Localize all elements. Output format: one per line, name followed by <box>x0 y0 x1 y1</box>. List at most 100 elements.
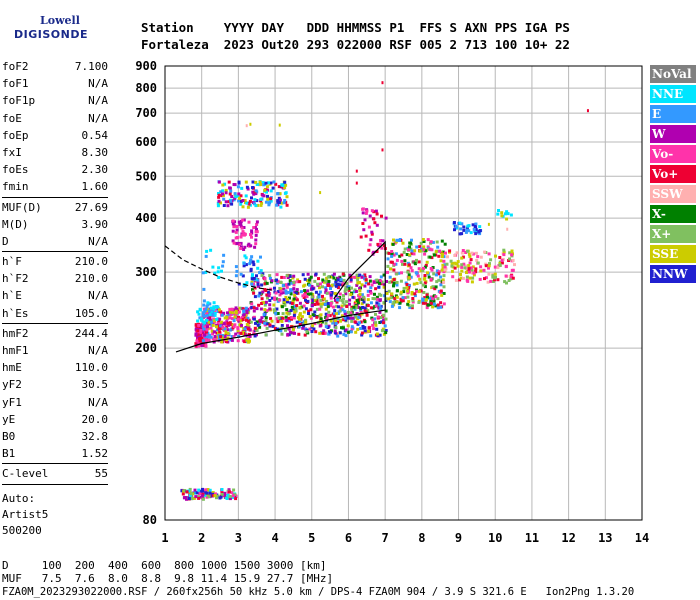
x-tick-label: 10 <box>488 531 502 545</box>
echo-point <box>324 279 328 283</box>
echo-point <box>263 188 267 192</box>
echo-point <box>193 496 197 500</box>
echo-point <box>352 275 356 279</box>
param-label: foEp <box>2 128 29 142</box>
echo-point <box>390 280 394 284</box>
echo-point <box>424 301 427 305</box>
echo-point <box>306 299 310 303</box>
param-row-foep: foEp 0.54 <box>2 127 108 144</box>
echo-point <box>350 307 354 311</box>
param-row-mufd: MUF(D) 27.69 <box>2 199 108 216</box>
echo-point <box>475 258 479 262</box>
echo-point <box>250 282 254 286</box>
echo-point <box>334 322 338 325</box>
echo-point <box>244 333 248 337</box>
echo-point <box>272 303 276 307</box>
echo-point <box>379 275 383 279</box>
echo-point <box>343 312 347 316</box>
echo-point <box>343 316 347 320</box>
echo-point <box>280 324 284 327</box>
echo-point <box>236 310 240 314</box>
echo-point <box>203 333 207 337</box>
echo-point <box>292 283 296 287</box>
echo-point <box>217 195 221 199</box>
echo-point <box>248 328 252 332</box>
echo-point <box>227 323 231 327</box>
echo-point <box>223 327 227 331</box>
echo-point <box>200 343 204 347</box>
echo-point <box>201 339 205 343</box>
echo-point <box>232 183 236 186</box>
echo-point <box>229 323 233 326</box>
param-value: 2.30 <box>81 163 109 177</box>
echo-point <box>298 312 302 316</box>
echo-point <box>437 278 441 282</box>
echo-point <box>386 270 389 274</box>
echo-point <box>375 332 379 336</box>
param-value: N/A <box>88 395 108 409</box>
echo-point <box>422 291 426 294</box>
echo-point <box>414 271 418 275</box>
echo-point <box>324 288 328 292</box>
echo-point <box>345 281 349 285</box>
echo-point <box>297 325 301 329</box>
param-label: h`E <box>2 289 22 303</box>
echo-point <box>348 316 352 320</box>
param-label: h`Es <box>2 306 29 320</box>
echo-point <box>196 333 200 337</box>
echo-point <box>234 306 238 310</box>
echo-point <box>425 293 429 297</box>
echo-point <box>379 239 383 242</box>
echo-point <box>460 251 464 255</box>
echo-point <box>392 281 396 285</box>
echo-point <box>298 319 302 323</box>
echo-point <box>257 294 261 298</box>
echo-point <box>332 314 336 318</box>
echo-point <box>467 229 471 233</box>
param-row-b0: B0 32.8 <box>2 428 108 445</box>
echo-point <box>429 277 433 281</box>
echo-point <box>313 303 317 306</box>
echo-point <box>378 333 382 337</box>
echo-point <box>304 307 308 311</box>
echo-point <box>292 297 296 301</box>
echo-point <box>358 287 362 291</box>
echo-point <box>283 303 287 307</box>
echo-point <box>326 275 330 279</box>
echo-point <box>246 327 250 331</box>
echo-point <box>311 287 315 291</box>
echo-point <box>418 245 422 249</box>
echo-point <box>385 291 389 295</box>
echo-point <box>327 332 331 336</box>
echo-point <box>487 272 491 276</box>
echo-point <box>344 328 348 332</box>
echo-point <box>436 245 440 249</box>
echo-point <box>194 332 198 336</box>
echo-point <box>297 316 300 319</box>
echo-point <box>369 286 373 290</box>
echo-point <box>231 229 235 233</box>
echo-point <box>202 307 206 311</box>
echo-point <box>374 287 378 291</box>
echo-point <box>382 318 386 322</box>
echo-point <box>423 252 427 256</box>
echo-point <box>242 264 246 268</box>
echo-point <box>208 302 212 306</box>
echo-point <box>380 246 384 250</box>
echo-point <box>231 495 235 499</box>
echo-point <box>243 327 247 331</box>
echo-point <box>325 299 329 303</box>
echo-point <box>430 256 434 260</box>
echo-point <box>341 272 345 276</box>
echo-point <box>200 494 204 498</box>
echo-point <box>226 321 230 325</box>
echo-point <box>363 277 367 281</box>
echo-point <box>456 260 460 264</box>
echo-point <box>250 280 254 284</box>
echo-point <box>439 275 443 279</box>
echo-point <box>245 323 249 327</box>
echo-point <box>243 199 247 203</box>
echo-point <box>505 210 509 214</box>
echo-point <box>196 310 200 314</box>
echo-point <box>369 334 373 338</box>
